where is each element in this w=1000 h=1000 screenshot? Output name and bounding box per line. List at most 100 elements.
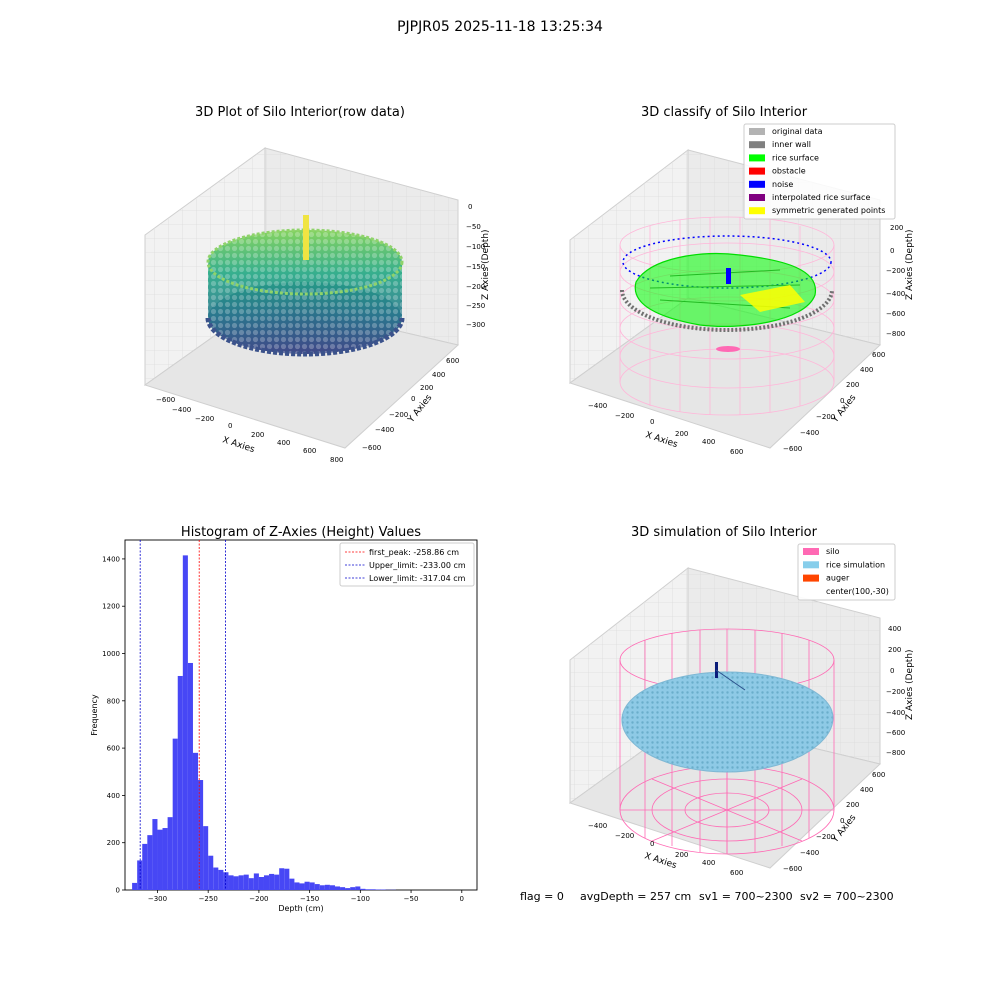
classify-legend-label: original data (772, 127, 823, 136)
simulation-x-tick: 400 (702, 859, 715, 867)
histogram-x-tick-label: −100 (351, 895, 370, 903)
histogram-bar (263, 875, 270, 890)
footer-status: flag = 0 avgDepth = 257 cm sv1 = 700~230… (520, 890, 894, 903)
histogram-bar (132, 882, 138, 890)
simulation-z-label: Z Axies (Depth) (905, 649, 915, 720)
simulation-legend-swatch (803, 561, 819, 569)
classify-y-tick: −200 (816, 413, 835, 421)
histogram-vlines (139, 540, 226, 890)
histogram-bar (334, 886, 341, 890)
classify-x-tick: 600 (730, 448, 743, 456)
classify-x-tick: −400 (588, 402, 607, 410)
raw-x-tick: −600 (156, 396, 175, 404)
histogram-bar (167, 817, 173, 890)
raw-y-tick: 0 (411, 395, 415, 403)
simulation-z-tick: −600 (886, 729, 905, 737)
panel-simulation-title: 3D simulation of Silo Interior (631, 525, 818, 540)
histogram-bar (152, 819, 158, 890)
classify-z-tick: −600 (886, 310, 905, 318)
panel-raw-title: 3D Plot of Silo Interior(row data) (195, 105, 405, 120)
histogram-bar (314, 884, 320, 890)
simulation-x-tick: 0 (650, 840, 654, 848)
histogram-bar (289, 878, 295, 890)
histogram-bar (269, 873, 275, 890)
panel-histogram: Histogram of Z-Axies (Height) Values −30… (90, 525, 478, 913)
classify-z-tick: 200 (890, 224, 903, 232)
histogram-bar (345, 888, 351, 890)
histogram-bar (233, 876, 239, 890)
histogram-y-tick-label: 800 (107, 697, 120, 705)
simulation-y-tick: −600 (783, 865, 802, 873)
footer-sv2: sv2 = 700~2300 (800, 890, 894, 903)
histogram-bar (253, 873, 259, 890)
classify-z-ticks: 200 0 −200 −400 −600 −800 (886, 224, 905, 338)
simulation-z-tick: −800 (886, 749, 905, 757)
histogram-bar (192, 752, 199, 890)
raw-z-tick: −250 (466, 302, 485, 310)
classify-wall-ring (620, 289, 834, 332)
classify-z-tick: −400 (886, 290, 905, 298)
raw-x-tick: 0 (228, 422, 232, 430)
classify-silo-wireframe (619, 216, 835, 416)
raw-x-ticks: −600 −400 −200 0 200 400 600 800 (156, 396, 343, 464)
panel-simulation-3d: 3D simulation of Silo Interior (568, 525, 915, 877)
histogram-bar (258, 876, 264, 890)
histogram-bar (279, 868, 285, 890)
classify-symmetric-points (740, 285, 805, 312)
simulation-y-tick: 400 (860, 786, 873, 794)
raw-z-tick: −300 (466, 321, 485, 329)
histogram-y-tick-label: 1000 (102, 650, 120, 658)
histogram-legend-entry: Upper_limit: -233.00 cm (369, 561, 466, 570)
classify-z-label: Z Axies (Depth) (905, 229, 915, 300)
histogram-y-tick-label: 200 (107, 839, 120, 847)
panel-raw-3d: 3D Plot of Silo Interior(row data) −600 … (143, 105, 491, 464)
histogram-bar (329, 885, 335, 890)
classify-x-tick: 400 (702, 438, 715, 446)
raw-x-tick: 600 (303, 447, 316, 455)
histogram-x-tick-label: 0 (460, 895, 464, 903)
simulation-x-tick: 600 (730, 869, 743, 877)
classify-y-tick: −600 (783, 445, 802, 453)
histogram-y-tick-label: 1400 (102, 555, 120, 563)
raw-x-tick: −200 (195, 415, 214, 423)
classify-legend-swatch (749, 207, 765, 215)
histogram-legend: first_peak: -258.86 cm Upper_limit: -233… (339, 542, 475, 587)
simulation-y-tick: −400 (800, 849, 819, 857)
simulation-y-tick: 200 (846, 801, 859, 809)
histogram-legend-entry: Lower_limit: -317.04 cm (369, 574, 466, 583)
histogram-bar (238, 875, 244, 890)
classify-noise-spike (726, 268, 731, 284)
histogram-bar (360, 888, 366, 890)
footer-sv1: sv1 = 700~2300 (699, 890, 793, 903)
histogram-bar (198, 780, 204, 890)
simulation-x-ticks: −400 −200 0 200 400 600 (588, 822, 743, 877)
simulation-y-ticks: −600 −400 −200 0 200 400 600 (783, 771, 885, 873)
simulation-z-tick: −400 (886, 709, 905, 717)
histogram-bar (370, 889, 376, 890)
classify-legend-swatch (749, 154, 765, 162)
histogram-bar (294, 882, 300, 890)
classify-legend-label: symmetric generated points (772, 206, 885, 215)
simulation-legend-swatch (803, 548, 819, 555)
raw-y-tick: 200 (420, 384, 433, 392)
simulation-x-tick: 200 (675, 851, 688, 859)
raw-z-label: Z Axies (Depth) (481, 229, 491, 300)
figure-suptitle: PJPJR05 2025-11-18 13:25:34 (397, 19, 603, 35)
simulation-x-tick: −400 (588, 822, 607, 830)
histogram-bar (324, 884, 330, 890)
histogram-y-tick-label: 600 (107, 745, 120, 753)
raw-x-tick: 200 (251, 431, 264, 439)
histogram-bar (274, 874, 280, 890)
raw-z-ticks: 0 −50 −100 −150 −200 −250 −300 (466, 203, 485, 329)
raw-x-tick: −400 (172, 406, 191, 414)
simulation-y-tick: 600 (872, 771, 885, 779)
panel-classify-3d: 3D classify of Silo Interior (568, 105, 915, 456)
histogram-y-ticks: 0 200 400 600 800 1000 1200 1400 (102, 555, 125, 895)
histogram-bar (248, 878, 254, 890)
raw-z-tick: −50 (466, 223, 481, 231)
raw-z-tick: −100 (466, 243, 485, 251)
histogram-bar (355, 886, 361, 890)
histogram-bar (187, 662, 193, 890)
footer-avg-depth: avgDepth = 257 cm (580, 890, 691, 903)
